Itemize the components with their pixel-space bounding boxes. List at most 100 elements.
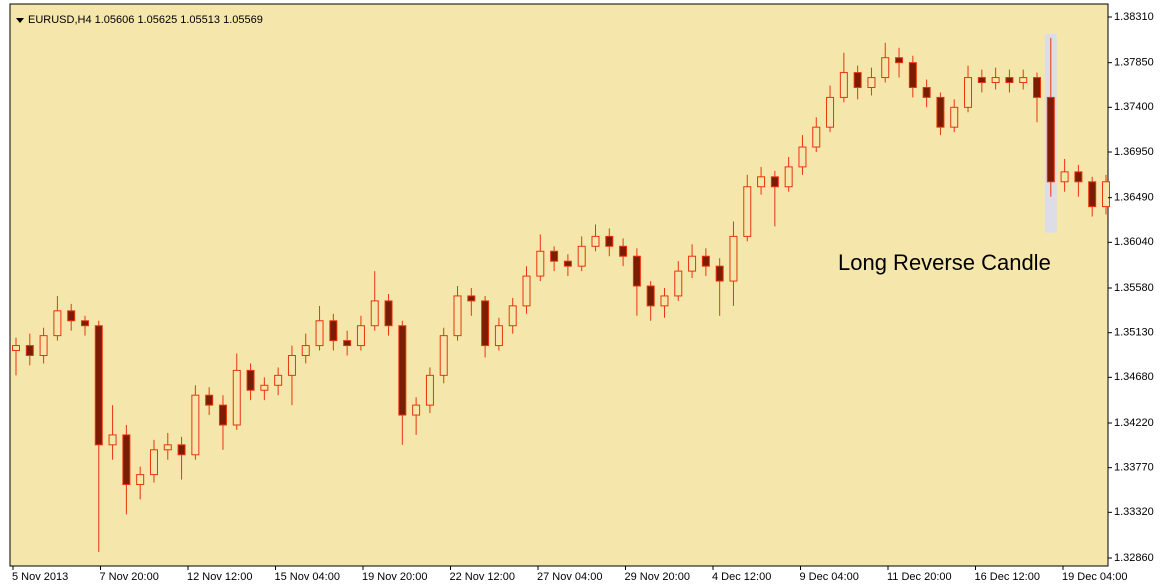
candle-body (922, 86, 931, 98)
candle-body (660, 295, 669, 307)
y-tick-label: 1.38310 (1114, 11, 1154, 23)
candle-body (784, 166, 793, 188)
candles (12, 33, 1110, 553)
candle-body (94, 325, 103, 446)
candle-body (163, 444, 172, 451)
menu-arrow (16, 18, 24, 23)
candle-body (39, 335, 48, 356)
x-tick-label: 9 Dec 04:00 (800, 571, 859, 583)
candle-body (1102, 181, 1110, 208)
candle-body (977, 77, 986, 84)
x-tick-label: 7 Nov 20:00 (100, 571, 159, 583)
candle-body (1060, 171, 1069, 183)
candle-body (632, 255, 641, 287)
candle-body (453, 295, 462, 337)
candle-body (494, 325, 503, 347)
y-tick-label: 1.34220 (1114, 417, 1154, 429)
y-tick-label: 1.35130 (1114, 327, 1154, 339)
candle-body (398, 325, 407, 416)
candle-body (301, 345, 310, 356)
x-tick-label: 16 Dec 12:00 (975, 571, 1040, 583)
candle-body (1033, 77, 1042, 98)
candle-body (481, 300, 490, 347)
x-tick-label: 15 Nov 04:00 (275, 571, 340, 583)
plot-area (9, 3, 1109, 567)
candle-body (149, 449, 158, 476)
candle-body (715, 265, 724, 282)
candle-body (467, 295, 476, 302)
candle-body (812, 126, 821, 148)
candle-body (798, 146, 807, 168)
candle-body (508, 305, 517, 327)
y-tick-label: 1.33770 (1114, 462, 1154, 474)
candle-body (605, 235, 614, 247)
y-tick-label: 1.33320 (1114, 506, 1154, 518)
candle-body (770, 176, 779, 188)
y-tick-label: 1.37850 (1114, 57, 1154, 69)
y-tick-label: 1.35580 (1114, 282, 1154, 294)
candle-body (425, 374, 434, 406)
candle-body (287, 354, 296, 376)
candle-body (701, 255, 710, 267)
candle-body (839, 72, 848, 98)
candle-body (674, 270, 683, 297)
x-tick-label: 4 Dec 12:00 (712, 571, 771, 583)
candle-body (688, 255, 697, 272)
candle-body (522, 275, 531, 307)
candle-body (619, 245, 628, 257)
candle-body (591, 235, 600, 247)
x-tick-label: 22 Nov 12:00 (450, 571, 515, 583)
candle-body (329, 320, 338, 342)
candle-body (67, 310, 76, 322)
candle-body (53, 310, 62, 337)
candle-body (246, 369, 255, 391)
candle-body (936, 96, 945, 128)
candle-body (950, 106, 959, 128)
candle-body (343, 340, 352, 347)
candle-body (191, 394, 200, 456)
y-tick-label: 1.32860 (1114, 552, 1154, 564)
y-tick-label: 1.36040 (1114, 236, 1154, 248)
annotation: Long Reverse Candle (838, 250, 1051, 275)
candle-body (577, 245, 586, 267)
x-tick-label: 12 Nov 12:00 (187, 571, 252, 583)
candle-body (1019, 77, 1028, 84)
candle-body (853, 72, 862, 88)
candle-body (563, 260, 572, 267)
candle-body (80, 320, 89, 327)
candle-body (232, 369, 241, 426)
candle-body (136, 474, 145, 486)
candle-body (260, 384, 269, 391)
candle-body (384, 300, 393, 327)
candle-body (218, 404, 227, 426)
candle-body (356, 325, 365, 347)
candle-body (177, 444, 186, 456)
candle-body (646, 285, 655, 307)
candle-body (991, 77, 1000, 84)
candle-body (439, 335, 448, 376)
chart-title: EURUSD,H4 1.05606 1.05625 1.05513 1.0556… (28, 14, 263, 26)
candle-body (370, 300, 379, 327)
candle-body (908, 62, 917, 88)
x-tick-label: 19 Dec 04:00 (1062, 571, 1127, 583)
candle-body (757, 176, 766, 188)
candle-body (1005, 77, 1014, 84)
candle-body (108, 434, 117, 446)
candle-body (964, 77, 973, 108)
candle-body (1088, 181, 1097, 208)
candle-body (881, 57, 890, 79)
x-tick-label: 5 Nov 2013 (12, 571, 68, 583)
y-tick-label: 1.37400 (1114, 101, 1154, 113)
candle-body (25, 345, 34, 356)
candle-body (1074, 171, 1083, 183)
candle-body (412, 404, 421, 416)
candle-body (315, 320, 324, 347)
y-tick-label: 1.34680 (1114, 371, 1154, 383)
candle-body (536, 250, 545, 277)
y-tick-label: 1.36490 (1114, 192, 1154, 204)
x-tick-label: 27 Nov 04:00 (537, 571, 602, 583)
candle-body (1046, 96, 1055, 183)
candle-body (867, 77, 876, 88)
